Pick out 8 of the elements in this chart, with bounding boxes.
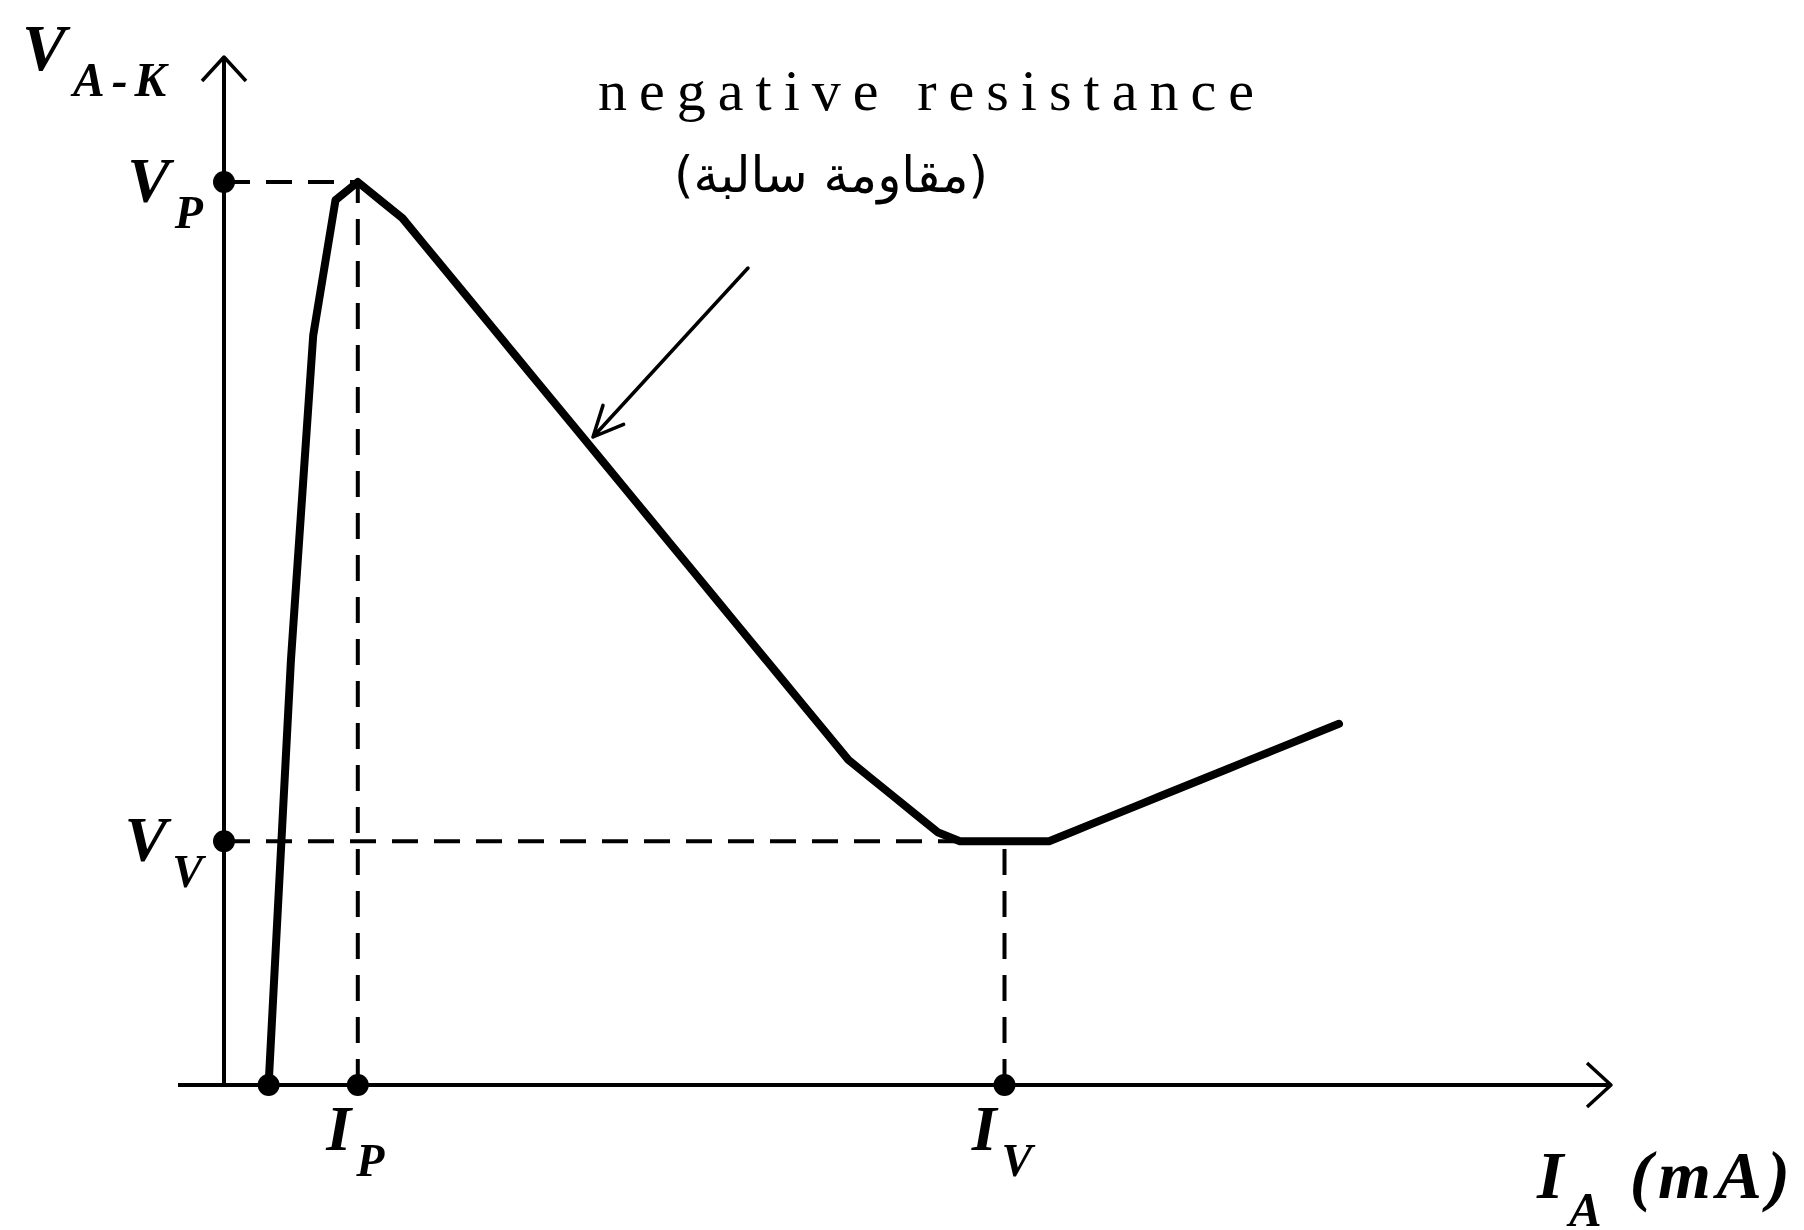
x-axis-title: I$_{A}$ (mA) — [1536, 1137, 1795, 1230]
x-tick-label: I$_{V}$ — [970, 1093, 1038, 1186]
text: negative resistance — [598, 58, 1254, 123]
x-tick-label: I$_{P}$ — [325, 1093, 390, 1186]
y-axis-title: V$_{A-K}$ — [22, 11, 174, 106]
ref-line-label: V$_{P}$ — [127, 145, 208, 238]
ref-line-label: V$_{V}$ — [124, 804, 208, 897]
annotation: (مقاومة سالبة) — [673, 146, 989, 205]
